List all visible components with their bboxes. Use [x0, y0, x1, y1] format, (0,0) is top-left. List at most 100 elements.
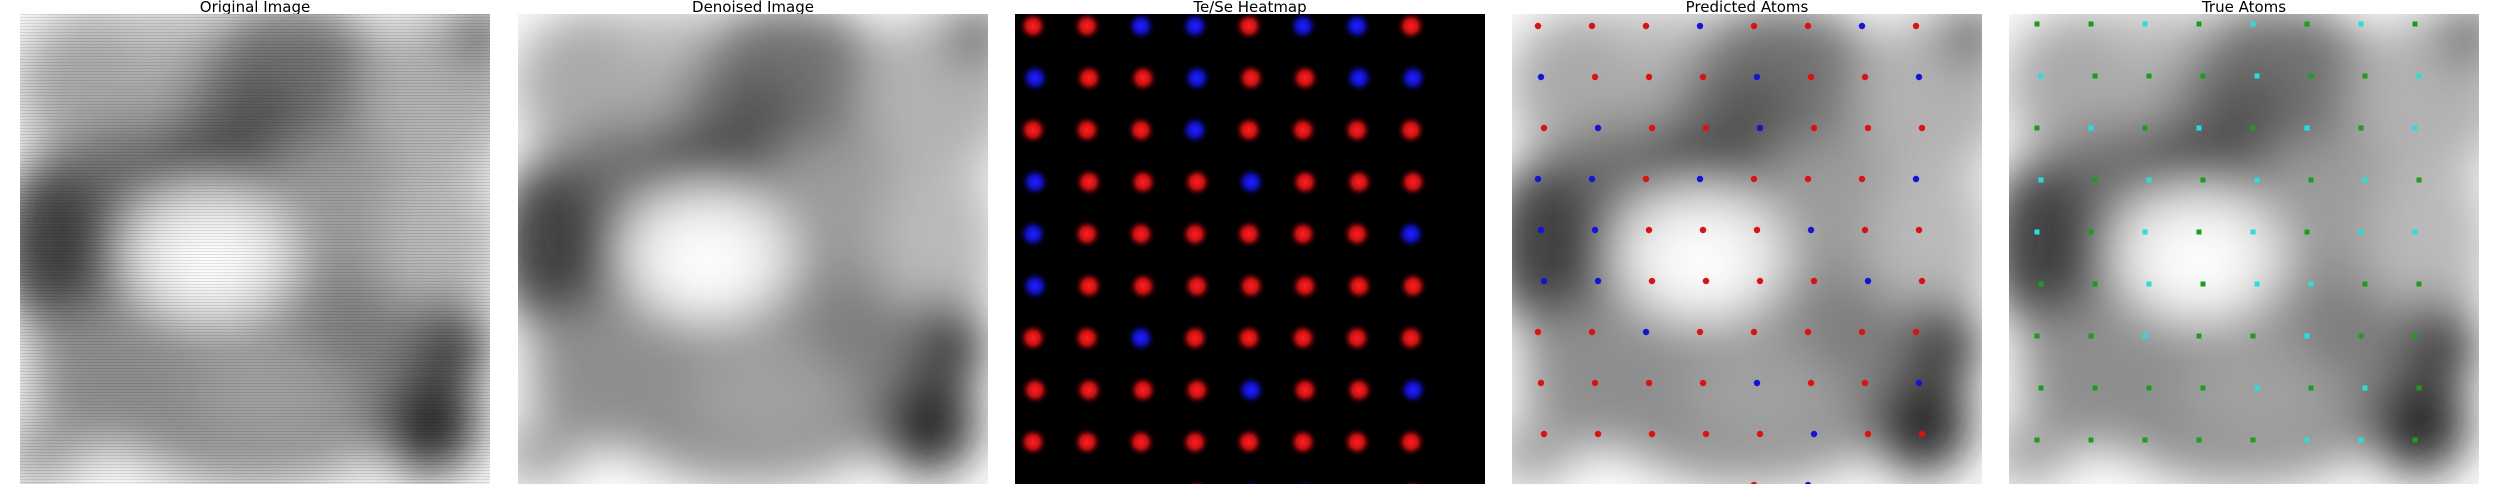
- denoised-image-panel: [518, 14, 988, 484]
- predicted-te-atom: [1804, 175, 1812, 183]
- heatmap-panel: [1015, 14, 1485, 484]
- te-blob: [1018, 14, 1048, 41]
- true-te-atom: [2038, 385, 2044, 391]
- true-te-atom: [2304, 229, 2310, 235]
- te-blob: [1072, 219, 1102, 249]
- predicted-te-atom: [1645, 226, 1653, 234]
- predicted-te-atom: [1750, 22, 1758, 30]
- te-blob: [1290, 63, 1320, 93]
- se-blob: [1126, 14, 1156, 41]
- se-blob: [1236, 375, 1266, 405]
- true-te-atom: [2196, 229, 2202, 235]
- true-te-atom: [2142, 125, 2148, 131]
- predicted-te-atom: [1534, 22, 1542, 30]
- se-blob: [1020, 271, 1050, 301]
- true-atom-markers: [2034, 21, 2422, 443]
- predicted-te-atom: [1648, 277, 1656, 285]
- true-te-atom: [2088, 333, 2094, 339]
- predicted-te-atom: [1918, 277, 1926, 285]
- te-blob: [1074, 167, 1104, 197]
- se-blob: [1398, 375, 1428, 405]
- original-image-panel: [20, 14, 490, 484]
- predicted-te-atom: [1807, 73, 1815, 81]
- panel-title-predicted: Predicted Atoms: [1685, 0, 1809, 14]
- predicted-te-atom: [1858, 175, 1866, 183]
- se-blob: [1239, 479, 1263, 484]
- predicted-te-atom: [1918, 430, 1926, 438]
- predicted-se-atom: [1915, 379, 1923, 387]
- predicted-te-atom: [1696, 328, 1704, 336]
- se-blob: [1020, 63, 1050, 93]
- predicted-te-atom: [1864, 124, 1872, 132]
- predicted-se-atom: [1696, 175, 1704, 183]
- predicted-te-atom: [1750, 175, 1758, 183]
- te-blob: [1126, 115, 1156, 145]
- true-te-atom: [2196, 21, 2202, 27]
- true-se-atom: [2254, 73, 2260, 79]
- true-se-atom: [2412, 125, 2418, 131]
- se-blob: [1182, 63, 1212, 93]
- true-te-atom: [2412, 333, 2418, 339]
- true-se-atom: [2308, 281, 2314, 287]
- true-te-atom: [2146, 385, 2152, 391]
- te-blob: [1344, 167, 1374, 197]
- true-te-atom: [2092, 385, 2098, 391]
- te-blob: [1180, 427, 1210, 457]
- te-blob: [1128, 167, 1158, 197]
- true-te-atom: [2038, 281, 2044, 287]
- predicted-te-atom: [1642, 22, 1650, 30]
- true-te-atom: [2034, 125, 2040, 131]
- true-te-atom: [2196, 437, 2202, 443]
- true-se-atom: [2142, 333, 2148, 339]
- predicted-te-atom: [1642, 175, 1650, 183]
- te-blob: [1396, 323, 1426, 353]
- se-blob: [1180, 14, 1210, 41]
- true-se-atom: [2250, 229, 2256, 235]
- predicted-te-atom: [1753, 226, 1761, 234]
- predicted-te-atom: [1861, 379, 1869, 387]
- true-se-atom: [2416, 73, 2422, 79]
- te-blob: [1342, 323, 1372, 353]
- true-atoms-panel: [2009, 14, 2479, 484]
- predicted-te-atom: [1591, 73, 1599, 81]
- true-te-atom: [2358, 125, 2364, 131]
- te-blob: [1072, 427, 1102, 457]
- heatmap-blobs: [1018, 14, 1428, 484]
- true-atoms-image: [2009, 14, 2479, 484]
- predicted-te-atom: [1858, 328, 1866, 336]
- true-se-atom: [2358, 21, 2364, 27]
- true-te-atom: [2416, 177, 2422, 183]
- predicted-te-atom: [1804, 22, 1812, 30]
- true-se-atom: [2412, 229, 2418, 235]
- true-te-atom: [2308, 177, 2314, 183]
- se-blob: [1293, 479, 1317, 484]
- true-te-atom: [2200, 177, 2206, 183]
- panel-title-heatmap: Te/Se Heatmap: [1193, 0, 1307, 14]
- te-blob: [1020, 375, 1050, 405]
- te-blob: [1288, 219, 1318, 249]
- predicted-te-atom: [1645, 73, 1653, 81]
- te-blob: [1018, 427, 1048, 457]
- true-se-atom: [2196, 125, 2202, 131]
- se-blob: [1126, 323, 1156, 353]
- te-blob: [1342, 427, 1372, 457]
- true-se-atom: [2362, 177, 2368, 183]
- true-te-atom: [2146, 73, 2152, 79]
- true-te-atom: [2308, 73, 2314, 79]
- te-blob: [1288, 115, 1318, 145]
- true-se-atom: [2254, 281, 2260, 287]
- true-se-atom: [2034, 229, 2040, 235]
- te-blob: [1234, 115, 1264, 145]
- te-blob: [1234, 323, 1264, 353]
- te-blob: [1396, 427, 1426, 457]
- true-te-atom: [2250, 125, 2256, 131]
- te-blob: [1236, 63, 1266, 93]
- se-blob: [1288, 14, 1318, 41]
- true-te-atom: [2250, 437, 2256, 443]
- true-te-atom: [2250, 333, 2256, 339]
- true-te-atom: [2092, 73, 2098, 79]
- te-blob: [1398, 167, 1428, 197]
- panel-title-true: True Atoms: [2201, 0, 2287, 14]
- predicted-se-atom: [1807, 226, 1815, 234]
- te-blob: [1128, 271, 1158, 301]
